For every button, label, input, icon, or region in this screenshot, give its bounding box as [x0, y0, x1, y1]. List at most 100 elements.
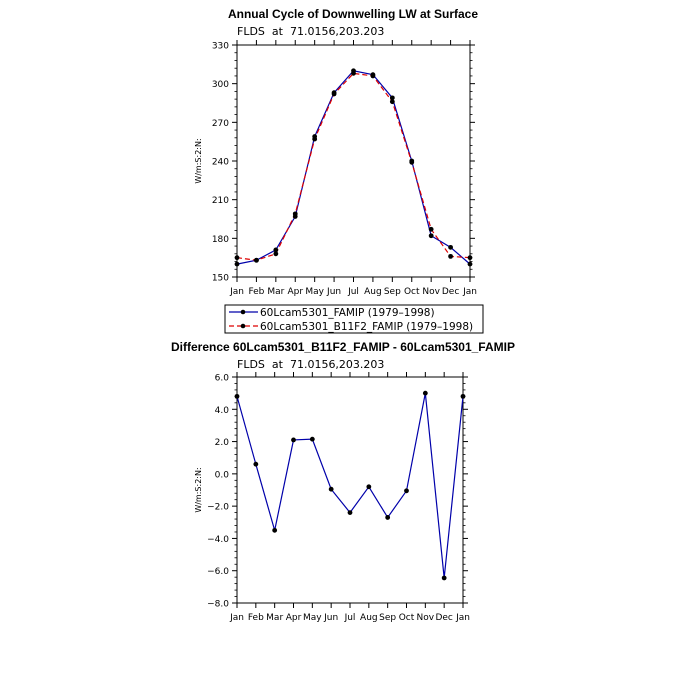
difference-series-0-point: [441, 575, 447, 581]
difference-y-tick-label: −2.0: [207, 503, 229, 513]
difference-series-0-point: [460, 393, 466, 399]
annual-cycle-x-tick-label: Apr: [287, 287, 303, 297]
annual-cycle-x-tick-label: May: [305, 287, 324, 297]
difference-series-0-point: [404, 488, 409, 494]
annual-cycle-x-ticks: Jan Feb Mar Apr May Jun Jul Aug Sep Oct Nov Dec Jan: [229, 40, 477, 297]
difference-y-ticks: −8.0 −6.0 −4.0 −2.0 0.0 2.0 4.0 6.0: [207, 374, 468, 610]
annual-cycle-panel: Annual Cycle of Downwelling LW at Surfac…: [194, 7, 478, 297]
difference-x-tick-label: Dec: [435, 613, 452, 623]
annual-cycle-series-1-point: [370, 73, 376, 79]
annual-cycle-series-0-point: [273, 247, 279, 253]
difference-x-tick-label: Jan: [455, 613, 470, 623]
legend-marker-famip: [240, 309, 246, 315]
annual-cycle-series: [234, 68, 473, 267]
difference-y-tick-label: 2.0: [215, 438, 230, 448]
difference-series-0-point: [272, 527, 278, 533]
difference-y-tick-label: −6.0: [207, 567, 229, 577]
legend-label-famip: 60Lcam5301_FAMIP (1979–1998): [260, 307, 435, 319]
annual-cycle-x-tick-label: Nov: [422, 287, 440, 297]
annual-cycle-y-tick-label: 150: [212, 274, 229, 284]
annual-cycle-series-1-point: [254, 257, 259, 263]
difference-series-0-point: [385, 515, 391, 520]
annual-cycle-series-0-point: [234, 261, 240, 267]
annual-cycle-series-1-point: [467, 255, 473, 261]
annual-cycle-series-1-point: [389, 99, 395, 105]
difference-x-tick-label: Oct: [399, 613, 415, 623]
annual-cycle-x-tick-label: Aug: [364, 287, 382, 297]
difference-series-line-0: [236, 393, 464, 579]
annual-cycle-y-tick-label: 210: [212, 196, 229, 206]
annual-cycle-title: Annual Cycle of Downwelling LW at Surfac…: [228, 7, 478, 21]
difference-series-0-point: [328, 486, 334, 492]
annual-cycle-x-tick-label: Jul: [347, 287, 359, 297]
annual-cycle-series-1-point: [428, 226, 434, 232]
annual-cycle-y-axis-label: W/m:S:2:N:: [194, 138, 203, 183]
annual-cycle-series-1-point: [312, 136, 318, 142]
difference-y-tick-label: 0.0: [215, 470, 230, 480]
annual-cycle-x-tick-label: Jan: [229, 287, 244, 297]
annual-cycle-x-tick-label: Feb: [248, 287, 264, 297]
annual-cycle-series-0-point: [389, 95, 395, 101]
legend-entry-b11f2: 60Lcam5301_B11F2_FAMIP (1979–1998): [229, 321, 473, 333]
difference-x-tick-label: Feb: [248, 613, 264, 623]
annual-cycle-x-tick-label: Mar: [267, 287, 284, 297]
annual-cycle-y-tick-label: 300: [212, 80, 229, 90]
difference-y-tick-label: 6.0: [215, 374, 230, 384]
difference-title: Difference 60Lcam5301_B11F2_FAMIP - 60Lc…: [171, 340, 515, 354]
annual-cycle-series-1-point: [448, 253, 453, 259]
difference-x-tick-label: Mar: [266, 613, 283, 623]
difference-x-tick-label: Jun: [323, 613, 338, 623]
annual-cycle-y-tick-label: 270: [212, 119, 229, 129]
difference-series-0-point: [347, 510, 353, 515]
difference-series-0-point: [234, 393, 240, 399]
difference-y-tick-label: −8.0: [207, 600, 229, 610]
difference-series-0-point: [291, 437, 296, 443]
annual-cycle-x-tick-label: Jan: [462, 287, 477, 297]
difference-y-tick-label: 4.0: [215, 406, 230, 416]
difference-x-tick-label: Jul: [344, 613, 356, 623]
difference-series: [234, 390, 466, 581]
difference-x-tick-label: Apr: [286, 613, 302, 623]
annual-cycle-y-ticks: 150 180 210 240 270 300 330: [212, 42, 475, 284]
difference-x-tick-label: Sep: [379, 613, 396, 623]
annual-cycle-y-tick-label: 240: [212, 158, 229, 168]
annual-cycle-series-1-point: [331, 91, 337, 97]
legend: 60Lcam5301_FAMIP (1979–1998) 60Lcam5301_…: [224, 304, 484, 334]
legend-entry-famip: 60Lcam5301_FAMIP (1979–1998): [229, 307, 435, 319]
annual-cycle-series-1-point: [409, 159, 415, 165]
legend-label-b11f2: 60Lcam5301_B11F2_FAMIP (1979–1998): [260, 321, 473, 333]
difference-x-tick-label: Aug: [360, 613, 378, 623]
annual-cycle-x-tick-label: Jun: [326, 287, 341, 297]
annual-cycle-series-1-point: [292, 211, 298, 217]
annual-cycle-series-0-point: [467, 261, 473, 267]
annual-cycle-series-1-point: [234, 255, 240, 261]
difference-panel: Difference 60Lcam5301_B11F2_FAMIP - 60Lc…: [171, 340, 515, 623]
difference-x-tick-label: Nov: [417, 613, 435, 623]
annual-cycle-y-tick-label: 330: [212, 42, 229, 52]
annual-cycle-series-line-0: [236, 70, 471, 265]
annual-cycle-series-1-point: [273, 251, 279, 257]
annual-cycle-series-1-point: [351, 70, 356, 76]
annual-cycle-y-tick-label: 180: [212, 235, 229, 245]
difference-x-tick-label: May: [303, 613, 322, 623]
annual-cycle-x-tick-label: Dec: [442, 287, 459, 297]
legend-box: [224, 304, 484, 334]
difference-x-ticks: Jan Feb Mar Apr May Jun Jul Aug Sep Oct Nov Dec Jan: [229, 372, 470, 623]
difference-plot-frame: [236, 376, 464, 604]
annual-cycle-series-0-point: [448, 244, 453, 250]
difference-y-axis-label: W/m:S:2:N:: [194, 467, 203, 512]
difference-series-0-point: [253, 461, 259, 467]
legend-marker-b11f2: [240, 323, 246, 329]
difference-series-0-point: [366, 484, 372, 490]
annual-cycle-series-line-1: [236, 72, 471, 261]
difference-series-0-point: [422, 390, 428, 396]
difference-series-0-point: [309, 436, 315, 442]
annual-cycle-subtitle: FLDS at 71.0156,203.203: [237, 25, 384, 38]
difference-x-tick-label: Jan: [229, 613, 244, 623]
annual-cycle-x-tick-label: Oct: [404, 287, 420, 297]
annual-cycle-plot-frame: [236, 44, 471, 278]
annual-cycle-x-tick-label: Sep: [384, 287, 401, 297]
difference-subtitle: FLDS at 71.0156,203.203: [237, 358, 384, 371]
difference-y-tick-label: −4.0: [207, 535, 229, 545]
